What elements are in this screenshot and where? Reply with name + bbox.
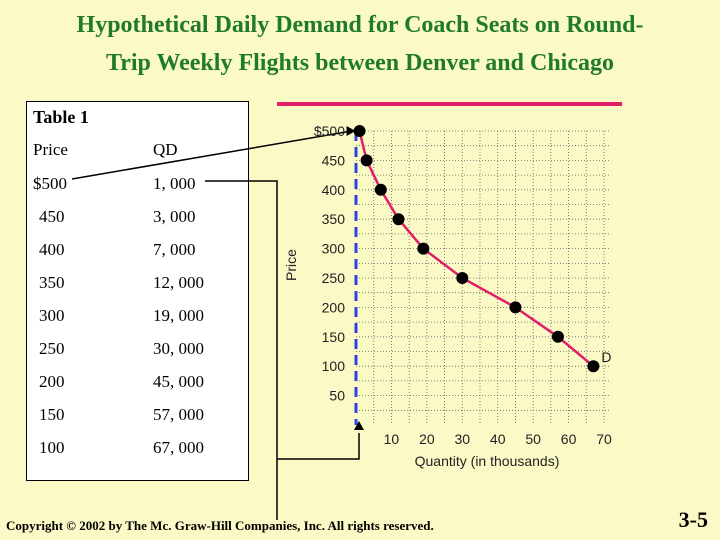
table-row: 150 57, 000 bbox=[27, 405, 248, 435]
copyright-notice: Copyright © 2002 by The Mc. Graw-Hill Co… bbox=[6, 518, 434, 533]
quantity-cell: 45, 000 bbox=[153, 372, 204, 391]
data-point bbox=[587, 360, 600, 373]
quantity-cell: 12, 000 bbox=[153, 273, 204, 292]
y-tick-label: 450 bbox=[322, 152, 346, 168]
title-line-1: Hypothetical Daily Demand for Coach Seat… bbox=[76, 12, 644, 38]
page-number: 3-5 bbox=[678, 507, 708, 532]
price-cell: 250 bbox=[39, 339, 65, 358]
y-tick-label: 350 bbox=[322, 211, 346, 227]
quantity-cell: 30, 000 bbox=[153, 339, 204, 358]
title-line-2: Trip Weekly Flights between Denver and C… bbox=[105, 50, 614, 76]
quantity-cell: 67, 000 bbox=[153, 438, 204, 457]
data-point bbox=[374, 183, 387, 196]
y-tick-label: $500 bbox=[314, 123, 345, 139]
data-point bbox=[392, 213, 405, 226]
demand-table: Table 1 Price QD $500 1, 000 450 3, 000 400 7… bbox=[26, 101, 249, 481]
quantity-cell: 3, 000 bbox=[153, 207, 196, 226]
y-tick-label: 100 bbox=[322, 358, 346, 374]
x-tick-label: 70 bbox=[596, 431, 612, 447]
y-tick-label: 150 bbox=[322, 329, 346, 345]
data-point bbox=[417, 242, 430, 255]
y-tick-label: 200 bbox=[322, 299, 346, 315]
series-label: D bbox=[601, 349, 611, 365]
y-tick-label: 50 bbox=[329, 388, 345, 404]
qd-connector-bottom bbox=[277, 433, 360, 460]
price-cell: $500 bbox=[33, 174, 67, 193]
x-tick-label: 50 bbox=[525, 431, 541, 447]
y-tick-label: 400 bbox=[322, 182, 346, 198]
table-row: $500 1, 000 bbox=[27, 174, 248, 204]
connector-arrowhead bbox=[354, 421, 364, 430]
accent-bar bbox=[277, 102, 622, 106]
chart-grid bbox=[356, 130, 612, 425]
slide-title: Hypothetical Daily Demand for Coach Seat… bbox=[0, 6, 720, 82]
price-cell: 100 bbox=[39, 438, 65, 457]
x-tick-label: 10 bbox=[384, 431, 400, 447]
table-row: 350 12, 000 bbox=[27, 273, 248, 303]
y-tick-label: 300 bbox=[322, 241, 346, 257]
chart-labels: $500 450 400 350 300 250 200 150 100 50 10 20 30 40 50… bbox=[283, 123, 612, 469]
data-point bbox=[509, 301, 522, 314]
data-point bbox=[456, 272, 469, 284]
qd-connector-left bbox=[205, 180, 278, 520]
x-tick-label: 40 bbox=[490, 431, 506, 447]
data-point bbox=[353, 125, 366, 137]
x-axis-label: Quantity (in thousands) bbox=[415, 453, 560, 469]
x-tick-label: 20 bbox=[419, 431, 435, 447]
price-connector bbox=[71, 130, 352, 180]
price-cell: 150 bbox=[39, 405, 65, 424]
quantity-cell: 7, 000 bbox=[153, 240, 196, 259]
demand-series bbox=[353, 125, 600, 373]
price-cell: 350 bbox=[39, 273, 65, 292]
qd-column-header: QD bbox=[153, 140, 178, 159]
quantity-cell: 1, 000 bbox=[153, 174, 196, 193]
table-row: 400 7, 000 bbox=[27, 240, 248, 270]
x-tick-label: 60 bbox=[561, 431, 577, 447]
data-point bbox=[551, 330, 564, 343]
table-row: 250 30, 000 bbox=[27, 339, 248, 369]
quantity-cell: 19, 000 bbox=[153, 306, 204, 325]
price-column-header: Price bbox=[33, 140, 68, 159]
y-tick-label: 250 bbox=[322, 270, 346, 286]
table-row: 100 67, 000 bbox=[27, 438, 248, 468]
price-cell: 400 bbox=[39, 240, 65, 259]
price-cell: 200 bbox=[39, 372, 65, 391]
data-point bbox=[360, 154, 373, 167]
table-row: 300 19, 000 bbox=[27, 306, 248, 336]
y-axis-label: Price bbox=[283, 249, 299, 281]
price-cell: 450 bbox=[39, 207, 65, 226]
table-row: 200 45, 000 bbox=[27, 372, 248, 402]
price-cell: 300 bbox=[39, 306, 65, 325]
quantity-cell: 57, 000 bbox=[153, 405, 204, 424]
table-row: 450 3, 000 bbox=[27, 207, 248, 237]
x-tick-label: 30 bbox=[454, 431, 470, 447]
table-connectors bbox=[71, 126, 364, 520]
table-title: Table 1 bbox=[33, 107, 89, 127]
connector-arrowhead bbox=[346, 126, 356, 136]
